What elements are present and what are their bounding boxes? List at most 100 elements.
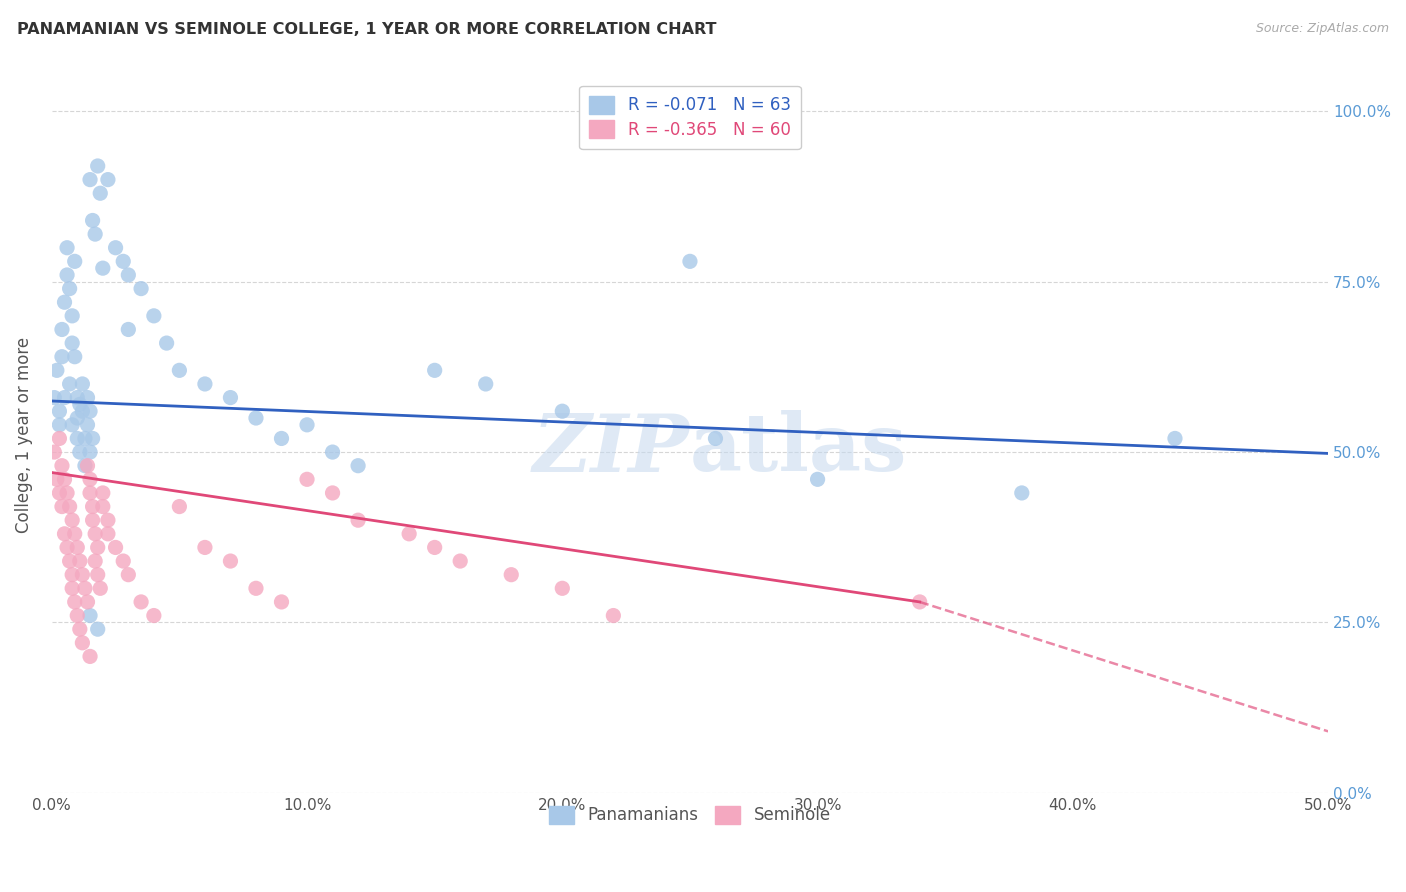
Point (82, 432, 104, 446)
Point (63, 526, 86, 541)
Point (60, 582, 83, 596)
Point (73, 582, 96, 596)
Point (51, 322, 73, 336)
Point (270, 432, 292, 446)
Point (806, 472, 828, 486)
Point (322, 486, 344, 500)
Point (89, 582, 111, 596)
Point (59, 376, 82, 391)
Point (295, 472, 318, 486)
Point (60, 567, 83, 582)
Point (69, 554, 91, 568)
Point (704, 432, 727, 446)
Point (245, 411, 267, 425)
Point (97, 526, 120, 541)
Point (76, 458, 98, 473)
Point (79, 445, 101, 459)
Point (82, 213, 104, 227)
Point (84, 227, 107, 241)
Point (501, 567, 523, 582)
Point (69, 397, 91, 411)
Text: Source: ZipAtlas.com: Source: ZipAtlas.com (1256, 22, 1389, 36)
Point (60, 513, 83, 527)
Point (63, 254, 86, 268)
Point (117, 268, 139, 282)
Point (72, 636, 94, 650)
Point (69, 445, 91, 459)
Point (97, 513, 120, 527)
Point (169, 500, 191, 514)
Point (44, 445, 66, 459)
Point (66, 432, 89, 446)
Point (908, 595, 931, 609)
Point (1011, 486, 1033, 500)
Point (86, 159, 108, 173)
Point (82, 500, 104, 514)
Point (551, 404, 574, 418)
Point (66, 391, 89, 405)
Point (53, 295, 76, 310)
Point (423, 363, 446, 377)
Point (602, 608, 624, 623)
Point (69, 622, 91, 636)
Point (48, 404, 70, 418)
Point (72, 567, 94, 582)
Point (60, 417, 83, 432)
Point (79, 608, 101, 623)
Point (142, 309, 165, 323)
Point (449, 554, 471, 568)
Point (79, 404, 101, 418)
Point (72, 376, 94, 391)
Text: PANAMANIAN VS SEMINOLE COLLEGE, 1 YEAR OR MORE CORRELATION CHART: PANAMANIAN VS SEMINOLE COLLEGE, 1 YEAR O… (17, 22, 717, 37)
Text: atlas: atlas (690, 410, 907, 488)
Point (112, 554, 135, 568)
Point (347, 513, 370, 527)
Point (97, 172, 120, 186)
Point (48, 432, 70, 446)
Point (56, 541, 79, 555)
Legend: Panamanians, Seminole: Panamanians, Seminole (540, 796, 841, 834)
Point (53, 391, 76, 405)
Point (117, 322, 139, 336)
Point (112, 254, 135, 268)
Point (59, 500, 82, 514)
Point (322, 445, 344, 459)
Point (79, 172, 101, 186)
Point (73, 432, 96, 446)
Point (104, 541, 127, 555)
Point (156, 336, 179, 351)
Point (398, 526, 420, 541)
Point (63, 350, 86, 364)
Point (82, 513, 104, 527)
Point (51, 350, 73, 364)
Point (474, 376, 496, 391)
Point (48, 486, 70, 500)
Point (73, 458, 96, 473)
Point (66, 411, 89, 425)
Point (44, 391, 66, 405)
Point (194, 541, 217, 555)
Point (76, 595, 98, 609)
Point (72, 404, 94, 418)
Point (245, 582, 267, 596)
Point (66, 608, 89, 623)
Point (66, 541, 89, 555)
Point (56, 241, 79, 255)
Point (129, 595, 152, 609)
Y-axis label: College, 1 year or more: College, 1 year or more (15, 337, 32, 533)
Point (104, 241, 127, 255)
Point (194, 376, 217, 391)
Point (53, 526, 76, 541)
Point (45, 472, 67, 486)
Point (60, 309, 83, 323)
Point (551, 582, 574, 596)
Point (129, 282, 152, 296)
Point (84, 526, 107, 541)
Point (86, 622, 108, 636)
Point (347, 458, 370, 473)
Point (86, 567, 108, 582)
Point (89, 186, 111, 201)
Point (91, 261, 114, 276)
Point (169, 363, 191, 377)
Point (45, 363, 67, 377)
